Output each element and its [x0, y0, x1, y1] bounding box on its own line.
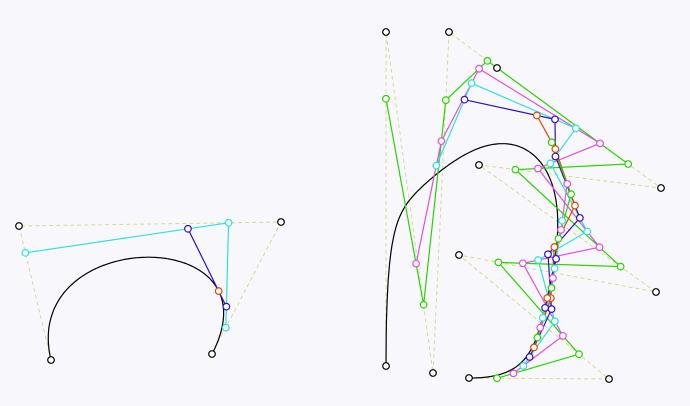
casteljau-point — [412, 259, 420, 268]
control-point — [605, 375, 613, 383]
curve-point-at-t — [543, 294, 552, 302]
casteljau-point — [550, 264, 559, 273]
control-point — [465, 374, 473, 382]
casteljau-point — [483, 56, 492, 65]
casteljau-point — [475, 64, 483, 73]
casteljau-point — [541, 303, 550, 312]
casteljau-point — [419, 300, 428, 309]
casteljau-point — [519, 361, 528, 370]
casteljau-point — [534, 256, 543, 264]
casteljau-point — [530, 343, 538, 352]
control-point — [208, 350, 216, 358]
casteljau-point — [518, 259, 527, 268]
bezier-curve — [47, 256, 225, 361]
control-point — [47, 356, 55, 364]
casteljau-point — [596, 139, 604, 148]
casteljau-point — [494, 258, 503, 267]
casteljau-point — [534, 164, 542, 173]
casteljau-point — [437, 137, 446, 146]
casteljau-point — [224, 218, 233, 227]
control-polygon — [18, 221, 282, 361]
control-point — [493, 64, 501, 72]
cubic-bezier-construction — [15, 218, 285, 364]
control-point — [657, 184, 665, 192]
casteljau-point — [441, 96, 450, 105]
casteljau-point — [563, 179, 572, 188]
casteljau-point — [511, 165, 520, 174]
casteljau-point — [550, 243, 559, 251]
casteljau-point — [221, 323, 230, 332]
control-point — [382, 28, 390, 36]
casteljau-point — [575, 213, 584, 222]
casteljau-point — [467, 79, 476, 88]
control-point — [455, 251, 463, 259]
casteljau-level-1-segments — [385, 60, 630, 379]
casteljau-point — [493, 374, 501, 383]
casteljau-point — [554, 234, 563, 243]
casteljau-point — [538, 313, 547, 322]
casteljau-point — [558, 216, 567, 225]
control-point — [445, 28, 453, 36]
control-point — [277, 218, 285, 226]
casteljau-level-1-segments — [25, 222, 230, 328]
casteljau-point — [558, 331, 567, 340]
casteljau-point — [595, 243, 604, 252]
casteljau-point — [549, 274, 557, 282]
casteljau-point — [567, 190, 575, 199]
casteljau-point — [575, 350, 583, 359]
control-point — [652, 288, 660, 296]
curve-point-at-t — [214, 287, 223, 295]
casteljau-point — [571, 201, 579, 210]
casteljau-point — [222, 302, 231, 311]
control-point — [15, 222, 23, 230]
casteljau-point — [536, 323, 545, 332]
casteljau-point — [460, 95, 469, 104]
casteljau-level-3-segments — [435, 82, 589, 367]
casteljau-point — [544, 250, 552, 259]
casteljau-point — [184, 224, 192, 233]
casteljau-point — [571, 124, 580, 133]
control-point — [429, 369, 437, 377]
casteljau-point — [509, 369, 518, 378]
degree-10-bezier-construction — [382, 28, 665, 383]
casteljau-point — [382, 94, 390, 103]
casteljau-point — [551, 152, 560, 161]
casteljau-point — [557, 225, 565, 234]
casteljau-point — [624, 160, 633, 168]
casteljau-point — [551, 115, 559, 124]
control-point — [475, 161, 483, 169]
casteljau-point — [547, 138, 556, 147]
casteljau-point — [583, 227, 592, 236]
casteljau-point — [21, 248, 30, 257]
casteljau-point — [532, 111, 541, 120]
casteljau-point — [547, 283, 556, 292]
control-polygon — [385, 31, 663, 380]
casteljau-point — [525, 353, 534, 361]
casteljau-point — [547, 305, 556, 313]
control-point — [382, 362, 390, 370]
casteljau-point — [546, 159, 555, 168]
casteljau-point — [552, 254, 560, 263]
casteljau-point — [432, 161, 441, 170]
casteljau-point — [533, 333, 542, 342]
casteljau-point — [550, 317, 559, 326]
casteljau-point — [551, 145, 560, 153]
casteljau-point — [616, 262, 625, 271]
